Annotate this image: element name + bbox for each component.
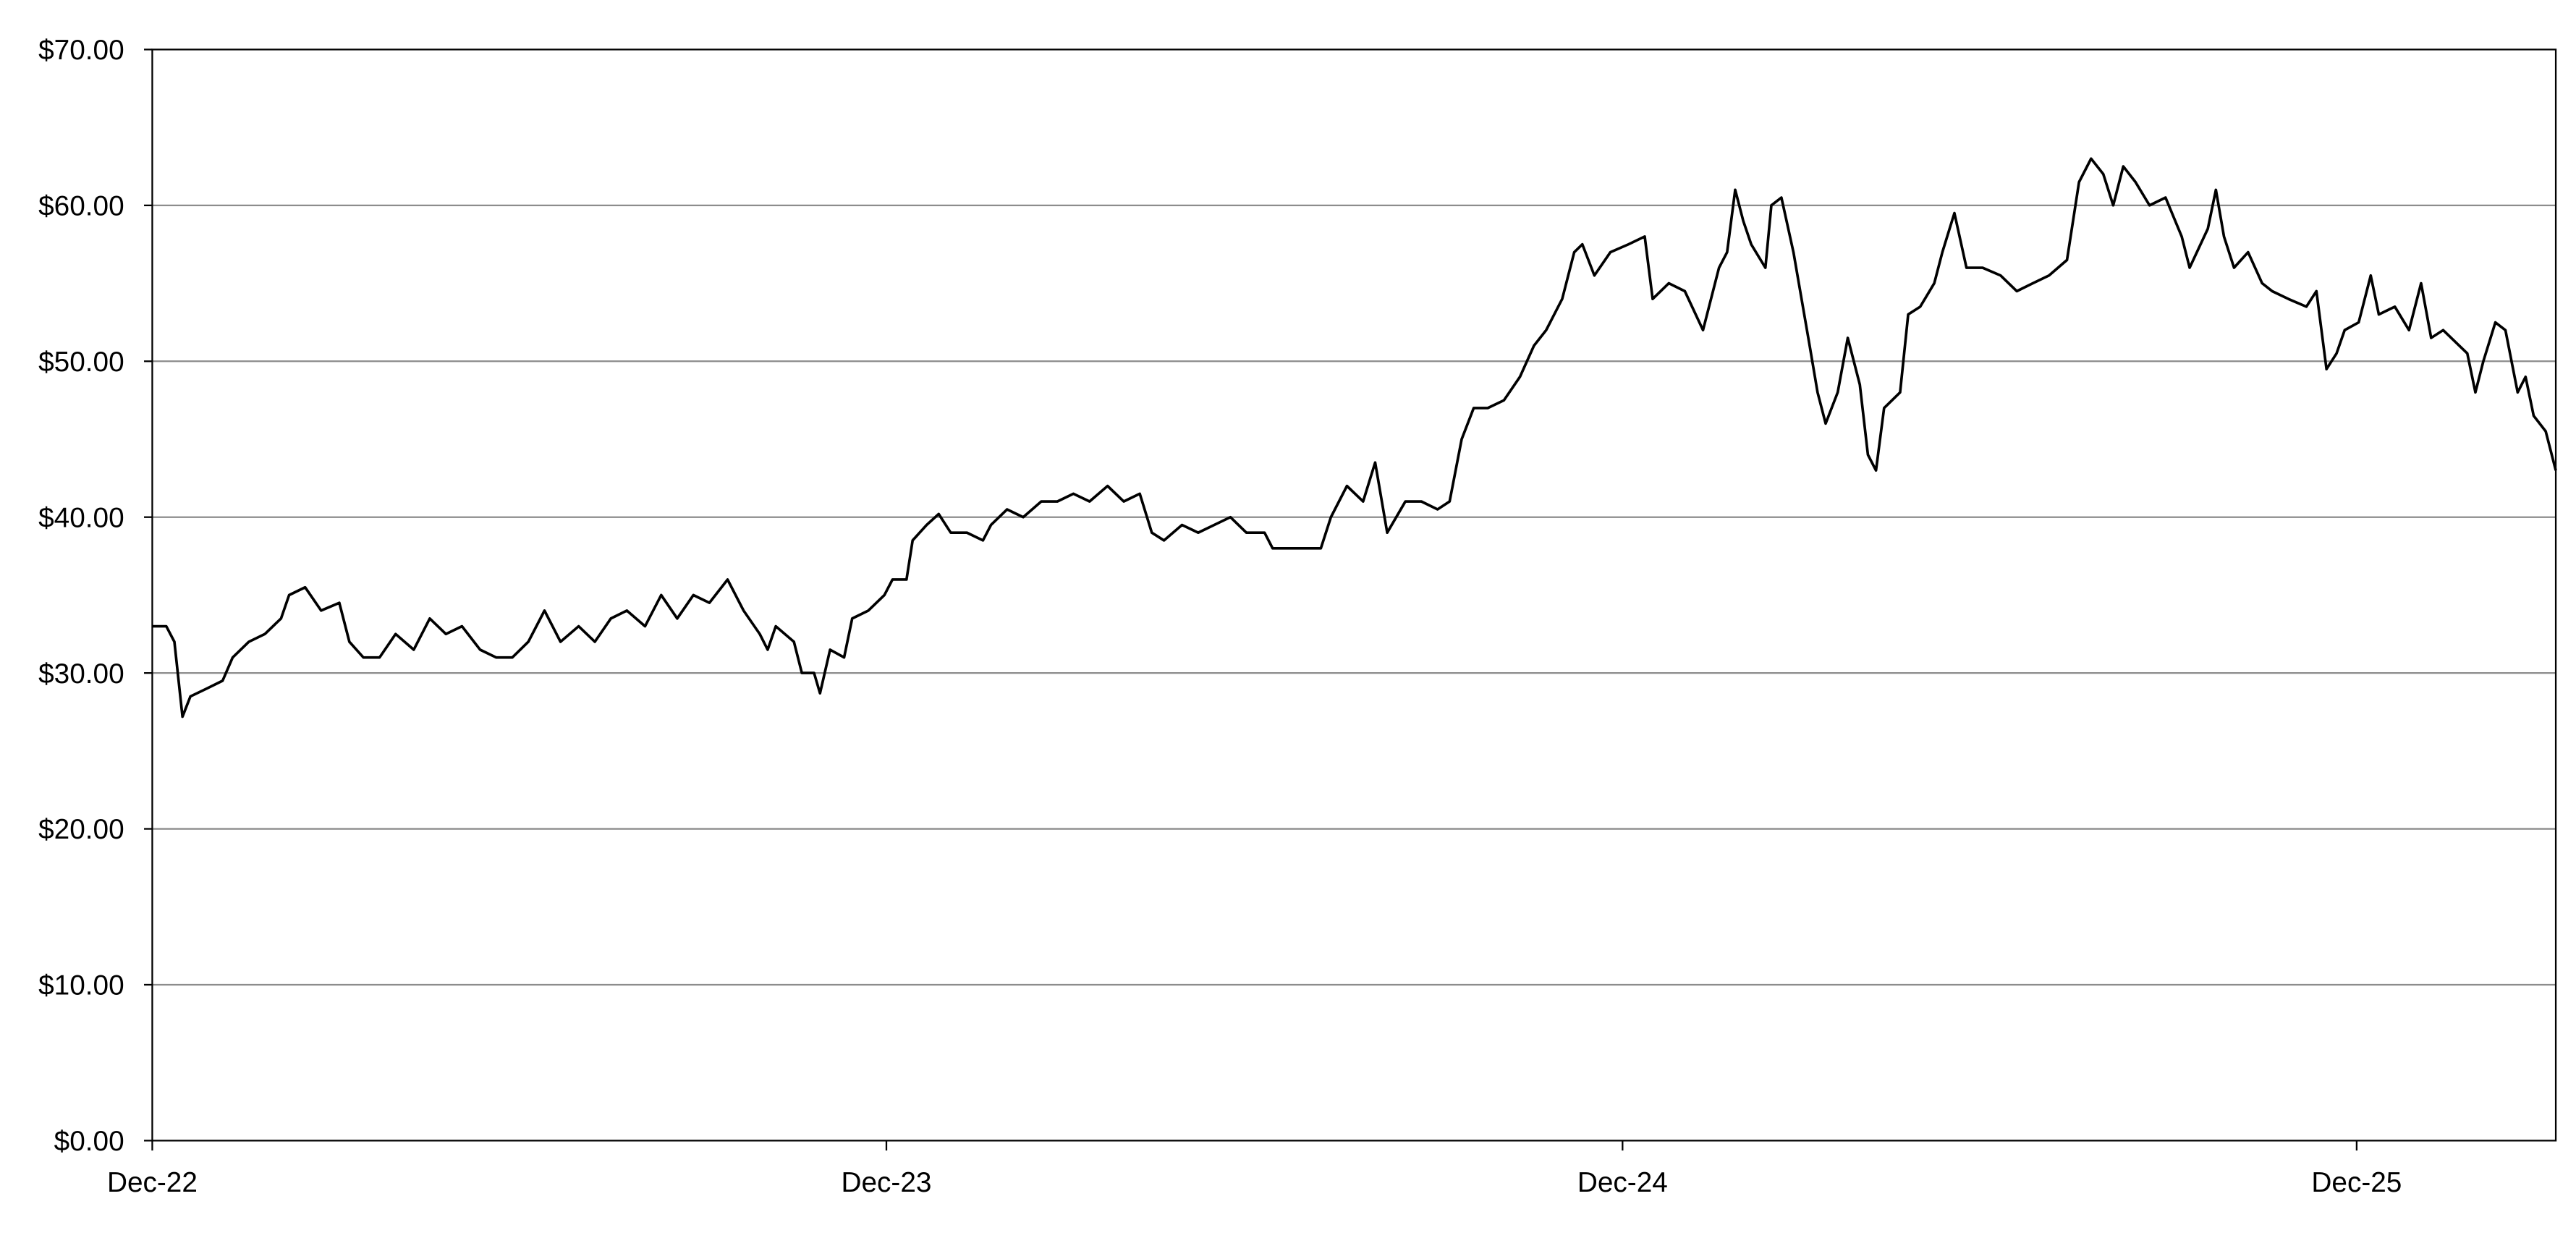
y-tick-label: $60.00 <box>38 191 124 222</box>
y-tick-label: $70.00 <box>38 35 124 66</box>
plot-frame <box>151 48 2557 1142</box>
y-tick-label: $40.00 <box>38 502 124 533</box>
x-tick-label: Dec-22 <box>107 1167 198 1198</box>
y-tick-label: $10.00 <box>38 970 124 1001</box>
y-tick-label: $20.00 <box>38 814 124 845</box>
x-tick-label: Dec-25 <box>2311 1167 2402 1198</box>
y-tick-label: $50.00 <box>38 347 124 378</box>
x-tick-label: Dec-24 <box>1577 1167 1668 1198</box>
series-line <box>152 157 2557 718</box>
x-tick-label: Dec-23 <box>842 1167 932 1198</box>
y-axis: $0.00 $10.00 $20.00 $30.00 $40.00 $50.00 $60.0… <box>38 35 153 1157</box>
y-tick-label: $0.00 <box>54 1126 124 1157</box>
gridlines <box>152 204 2556 986</box>
x-axis: Dec-22 Dec-23 Dec-24 Dec-25 <box>107 1140 2402 1198</box>
y-tick-label: $30.00 <box>38 658 124 690</box>
